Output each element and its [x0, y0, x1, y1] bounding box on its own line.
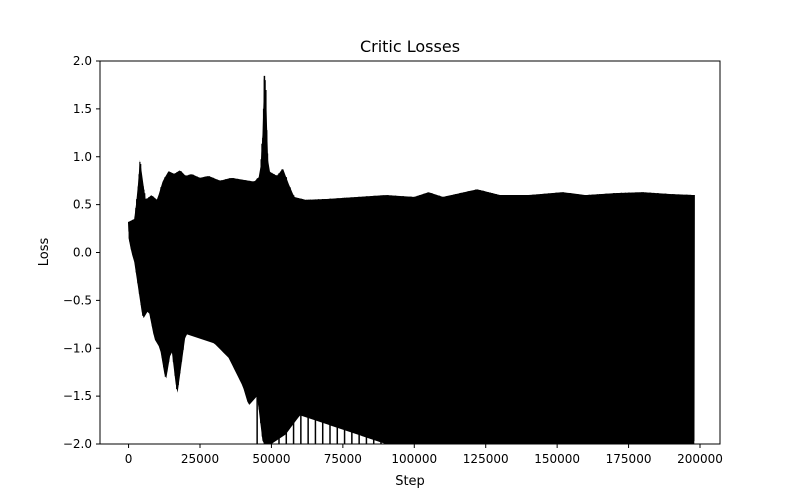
y-tick-label: 0.5	[73, 198, 92, 212]
x-tick-label: 75000	[324, 452, 362, 466]
x-tick-label: 50000	[252, 452, 290, 466]
y-tick-label: −2.0	[63, 437, 92, 451]
y-tick-label: −0.5	[63, 293, 92, 307]
y-axis: −2.0 −1.5 −1.0 −0.5 0.0 0.5 1.0 1.5 2.0	[63, 54, 100, 451]
y-tick-label: 1.0	[73, 150, 92, 164]
x-tick-label: 175000	[606, 452, 652, 466]
y-tick-label: −1.5	[63, 389, 92, 403]
x-tick-label: 0	[125, 452, 133, 466]
y-tick-label: 2.0	[73, 54, 92, 68]
x-axis-title: Step	[395, 474, 425, 489]
y-tick-label: 1.5	[73, 102, 92, 116]
x-tick-label: 150000	[534, 452, 580, 466]
x-axis: 0 25000 50000 75000 100000 125000 150000 175000…	[125, 444, 723, 466]
x-tick-label: 100000	[391, 452, 437, 466]
x-tick-label: 25000	[181, 452, 219, 466]
y-tick-label: 0.0	[73, 246, 92, 260]
y-tick-label: −1.0	[63, 341, 92, 355]
x-tick-label: 125000	[463, 452, 509, 466]
x-tick-label: 200000	[677, 452, 723, 466]
y-axis-title: Loss	[37, 238, 52, 267]
chart-title: Critic Losses	[360, 37, 460, 56]
